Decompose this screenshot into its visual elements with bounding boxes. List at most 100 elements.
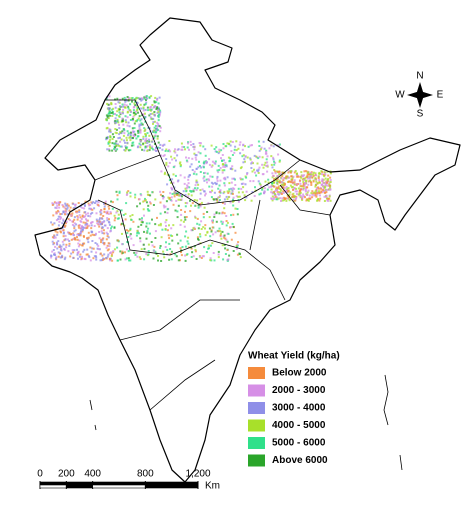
yield-pixel <box>163 206 166 209</box>
yield-pixel <box>139 240 142 243</box>
yield-pixel <box>270 144 273 147</box>
yield-pixel <box>177 204 180 207</box>
yield-pixel <box>141 221 144 224</box>
yield-pixel <box>185 190 188 193</box>
yield-pixel <box>62 210 65 213</box>
yield-pixel <box>108 218 110 221</box>
yield-pixel <box>318 199 321 202</box>
yield-pixel <box>129 227 132 230</box>
yield-pixel <box>177 191 180 194</box>
yield-pixel <box>108 207 111 210</box>
yield-pixel <box>75 223 78 226</box>
yield-pixel <box>124 212 127 215</box>
yield-pixel <box>121 103 124 106</box>
yield-pixel <box>140 248 143 251</box>
yield-pixel <box>135 120 138 123</box>
yield-pixel <box>131 136 134 139</box>
yield-pixel <box>126 141 129 144</box>
yield-pixel <box>317 175 320 178</box>
yield-pixel <box>129 114 132 116</box>
yield-pixel <box>276 190 279 193</box>
yield-pixel <box>90 227 93 230</box>
yield-pixel <box>103 205 106 208</box>
yield-pixel <box>308 197 310 200</box>
yield-pixel <box>125 136 128 139</box>
yield-pixel <box>303 184 306 187</box>
yield-pixel <box>272 174 275 177</box>
yield-pixel <box>221 211 224 214</box>
yield-pixel <box>224 178 227 181</box>
yield-pixel <box>92 257 95 260</box>
yield-pixel <box>145 95 148 97</box>
yield-pixel <box>72 251 75 254</box>
yield-pixel <box>169 192 172 195</box>
yield-pixel <box>57 255 60 258</box>
yield-pixel <box>133 130 136 133</box>
yield-pixel <box>79 216 82 219</box>
yield-pixel <box>114 131 117 134</box>
yield-pixel <box>138 198 141 201</box>
yield-pixel <box>78 239 81 242</box>
yield-pixel <box>249 144 252 147</box>
yield-pixel <box>152 204 155 206</box>
yield-pixel <box>304 196 306 199</box>
yield-pixel <box>184 259 187 262</box>
yield-pixel <box>67 204 70 207</box>
yield-pixel <box>116 148 119 151</box>
yield-pixel <box>157 109 159 111</box>
yield-pixel <box>265 165 268 167</box>
yield-pixel <box>174 151 177 154</box>
yield-pixel <box>229 226 232 229</box>
yield-pixel <box>191 251 194 254</box>
yield-pixel <box>155 150 158 152</box>
yield-pixel <box>143 258 146 261</box>
yield-pixel <box>183 182 186 185</box>
scale-segment <box>66 484 93 489</box>
yield-pixel <box>322 181 325 184</box>
yield-pixel <box>107 205 110 208</box>
yield-pixel <box>266 155 269 158</box>
yield-pixel <box>62 219 65 222</box>
yield-pixel <box>199 198 202 200</box>
yield-pixel <box>255 155 258 158</box>
yield-pixel <box>166 229 169 232</box>
yield-pixel <box>165 241 167 244</box>
yield-pixel <box>116 118 119 121</box>
yield-pixel <box>316 190 319 193</box>
yield-pixel <box>309 175 312 178</box>
yield-pixel <box>148 143 151 146</box>
yield-pixel <box>131 214 134 216</box>
yield-pixel <box>196 187 199 190</box>
yield-pixel <box>129 234 132 237</box>
yield-pixel <box>321 178 324 181</box>
yield-pixel <box>187 175 190 178</box>
yield-pixel <box>153 111 156 113</box>
yield-pixel <box>187 236 190 239</box>
yield-pixel <box>278 173 281 176</box>
yield-pixel <box>279 188 282 190</box>
yield-pixel <box>180 213 183 216</box>
yield-pixel <box>133 251 136 254</box>
yield-pixel <box>89 204 92 206</box>
yield-pixel <box>280 193 283 195</box>
yield-pixel <box>204 227 206 230</box>
yield-pixel <box>157 123 160 126</box>
yield-pixel <box>226 176 229 179</box>
yield-pixel <box>79 232 82 235</box>
state-boundaries <box>94 99 331 411</box>
yield-pixel <box>118 127 121 130</box>
yield-pixel <box>127 190 130 193</box>
yield-pixel <box>96 222 99 225</box>
yield-pixel <box>239 152 242 155</box>
yield-pixel <box>110 255 113 257</box>
yield-pixel <box>161 195 164 197</box>
yield-pixel <box>218 200 220 203</box>
yield-pixel <box>70 252 73 255</box>
yield-pixel <box>145 133 147 136</box>
yield-pixel <box>107 253 110 256</box>
yield-pixel <box>140 99 143 102</box>
yield-pixel <box>133 127 136 129</box>
yield-pixel <box>289 180 292 183</box>
yield-pixel <box>56 247 59 250</box>
